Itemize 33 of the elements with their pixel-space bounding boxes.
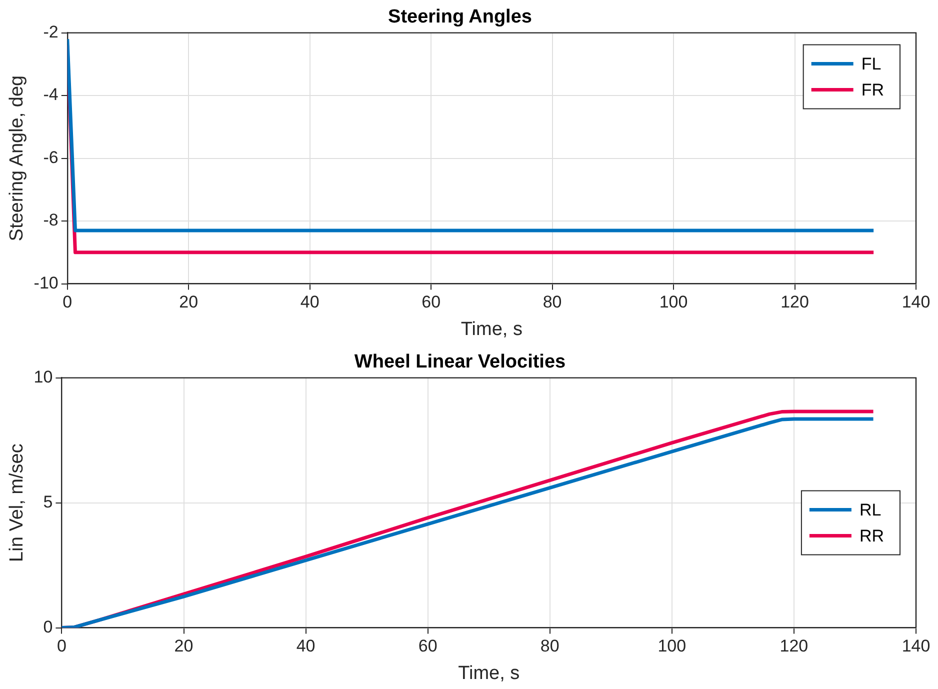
legend-label: FR: [861, 80, 884, 100]
y-tick-label: 10: [34, 367, 53, 386]
y-tick-label: -4: [43, 85, 58, 104]
x-tick-label: 20: [174, 636, 194, 656]
y-tick-label: -10: [34, 273, 58, 292]
x-tick-label: 0: [62, 292, 72, 312]
legend-label: RL: [859, 500, 882, 520]
y-tick-label: 0: [43, 617, 53, 636]
x-axis-title: Time, s: [460, 318, 522, 340]
y-axis-title: Steering Angle, deg: [6, 75, 28, 242]
x-tick-label: 100: [659, 292, 688, 312]
x-tick-label: 60: [418, 636, 438, 656]
y-axis-title: Lin Vel, m/sec: [6, 444, 28, 562]
x-tick-label: 20: [179, 292, 198, 312]
x-tick-label: 100: [658, 636, 686, 656]
x-tick-label: 80: [542, 292, 562, 312]
y-tick-label: 5: [43, 492, 53, 512]
x-tick-label: 60: [422, 292, 441, 312]
x-tick-label: 40: [296, 636, 316, 656]
legend-label: RR: [859, 526, 884, 546]
chart-title: Wheel Linear Velocities: [354, 352, 566, 373]
x-tick-label: 120: [780, 636, 808, 656]
y-tick-label: -8: [43, 210, 58, 230]
x-tick-label: 120: [780, 292, 809, 312]
chart-title: Steering Angles: [388, 6, 532, 28]
x-tick-label: 140: [902, 636, 930, 656]
x-tick-label: 80: [540, 636, 560, 656]
y-tick-label: -6: [43, 148, 58, 167]
legend-label: FL: [861, 54, 882, 74]
y-tick-label: -2: [43, 22, 58, 42]
x-axis-title: Time, s: [458, 662, 520, 684]
x-tick-label: 40: [300, 292, 320, 312]
x-tick-label: 140: [902, 292, 930, 312]
